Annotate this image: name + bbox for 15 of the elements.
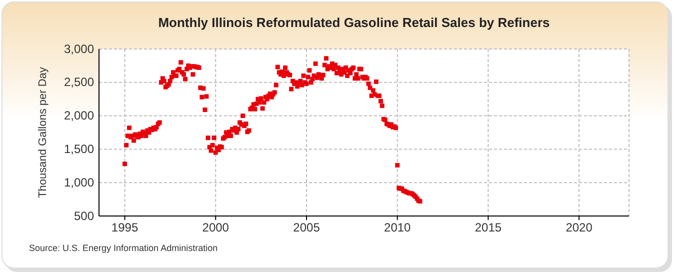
y-tick-label: 2,500: [64, 75, 94, 90]
y-tick-label: 1,000: [64, 175, 94, 190]
x-tick-label: 2015: [474, 220, 502, 235]
source-note: Source: U.S. Energy Information Administration: [29, 243, 218, 253]
x-tick-label: 2000: [202, 220, 230, 235]
x-tick-label: 2010: [384, 220, 412, 235]
chart-title: Monthly Illinois Reformulated Gasoline Retail Sales by Refiners: [158, 15, 550, 30]
x-tick-label: 2005: [293, 220, 320, 235]
x-tick-label: 1995: [111, 220, 138, 235]
y-tick-label: 500: [74, 208, 94, 223]
x-tick-label: 2020: [566, 220, 593, 235]
y-axis-title: Thousand Gallons per Day: [37, 66, 49, 198]
y-tick-label: 2,000: [64, 108, 94, 123]
y-tick-label: 1,500: [64, 142, 94, 156]
y-tick-label: 3,000: [64, 42, 94, 56]
